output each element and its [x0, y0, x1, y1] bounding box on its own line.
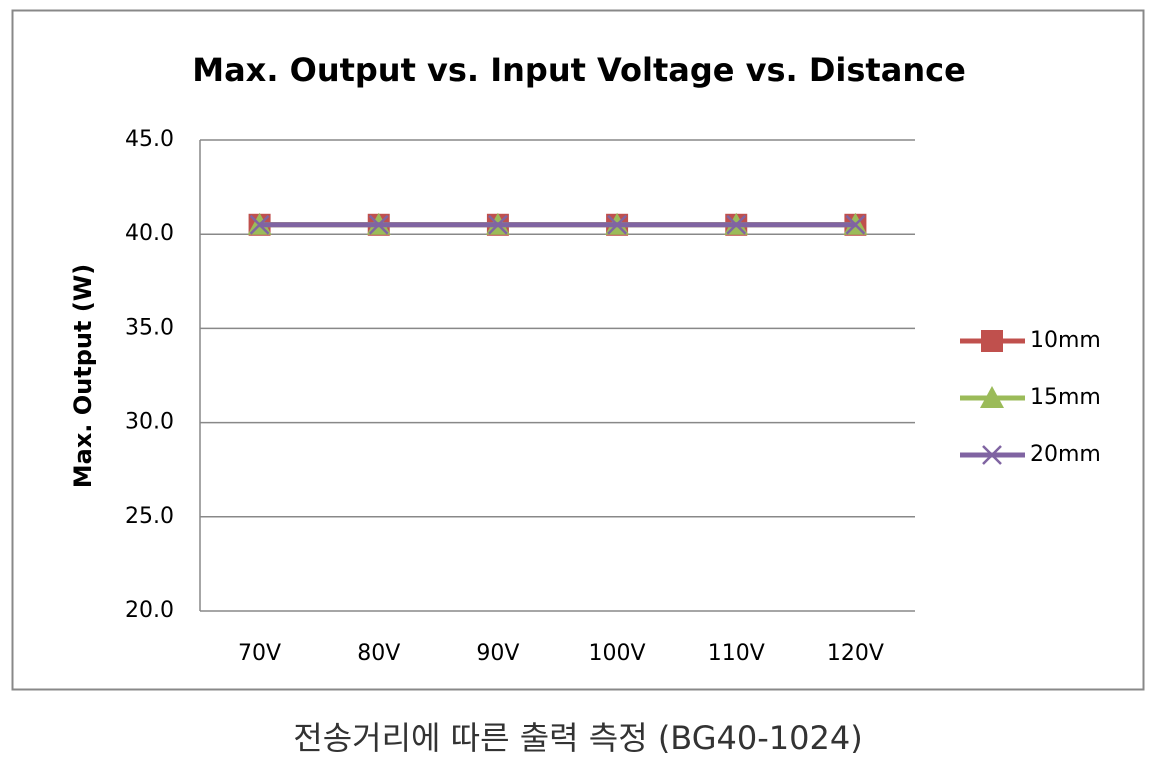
y-tick-label: 20.0	[125, 598, 174, 623]
x-tick-label: 70V	[238, 641, 281, 666]
data-marker	[368, 214, 389, 235]
legend-label: 15mm	[1030, 385, 1101, 410]
chart-title: Max. Output vs. Input Voltage vs. Distan…	[192, 51, 966, 89]
y-axis-title: Max. Output (W)	[69, 264, 97, 489]
data-marker	[488, 214, 508, 235]
data-marker	[249, 214, 270, 235]
legend-label: 10mm	[1030, 328, 1101, 353]
y-tick-label: 40.0	[125, 221, 174, 246]
data-marker	[726, 214, 747, 235]
x-tick-label: 90V	[476, 641, 519, 666]
x-tick-label: 80V	[357, 641, 400, 666]
x-tick-label: 120V	[827, 641, 884, 666]
caption: 전송거리에 따른 출력 측정 (BG40-1024)	[293, 719, 862, 757]
x-tick-label: 110V	[708, 641, 765, 666]
legend-label: 20mm	[1030, 442, 1101, 467]
y-tick-label: 45.0	[125, 127, 174, 152]
y-tick-label: 35.0	[125, 315, 174, 340]
legend-marker	[980, 386, 1004, 408]
y-tick-label: 25.0	[125, 504, 174, 529]
data-marker	[845, 214, 866, 235]
x-tick-label: 100V	[589, 641, 646, 666]
chart-frame	[11, 9, 1145, 691]
legend-marker	[981, 330, 1003, 352]
legend-marker	[982, 445, 1002, 465]
data-marker	[607, 214, 627, 235]
y-tick-label: 30.0	[125, 410, 174, 435]
